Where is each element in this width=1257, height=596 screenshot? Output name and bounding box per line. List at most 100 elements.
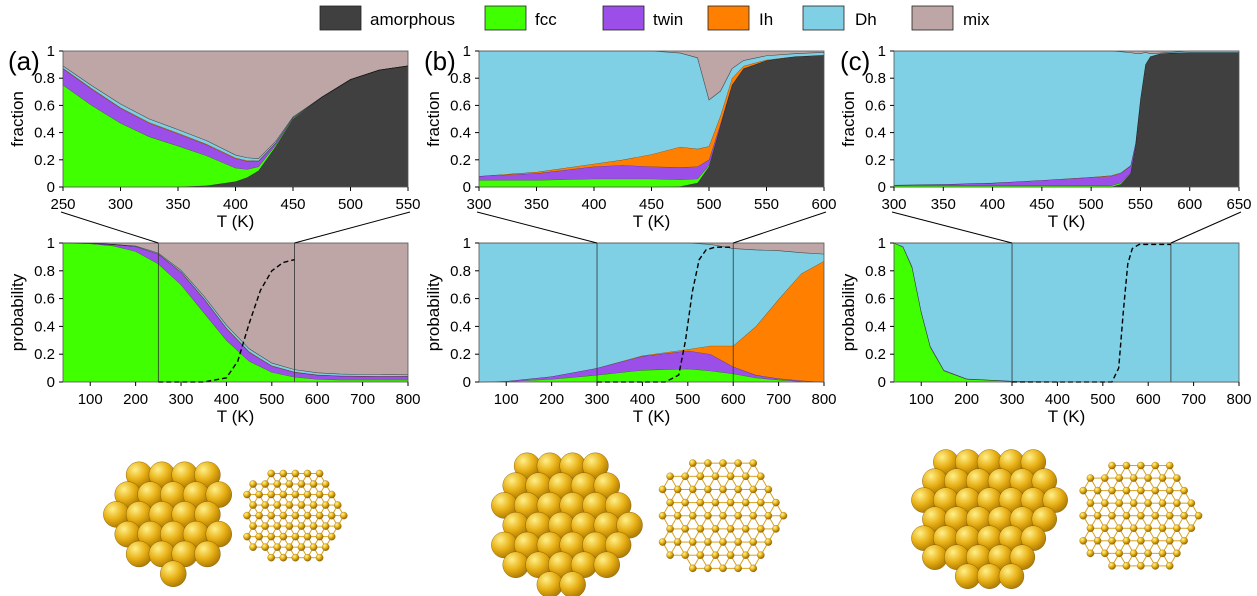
y-tick-label: 0.8 bbox=[450, 70, 471, 87]
chart-a-top: 0 0.2 0.4 0.6 0.8 1 250 300 350 400 450 500 550 T (K)… bbox=[8, 43, 421, 231]
y-tick-label: 0.6 bbox=[450, 291, 471, 308]
legend-swatch-amorphous bbox=[319, 5, 362, 31]
atom bbox=[1137, 461, 1145, 470]
atom bbox=[279, 553, 288, 562]
atom bbox=[1129, 499, 1138, 507]
atom bbox=[711, 472, 720, 481]
dashed-curve bbox=[158, 259, 295, 383]
atom bbox=[321, 522, 330, 530]
x-tick-label: 300 bbox=[585, 391, 610, 408]
nanoparticle-spacefill-b bbox=[491, 452, 643, 596]
atom bbox=[267, 490, 275, 499]
chart-b-bottom: 0 0.2 0.4 0.6 0.8 1 100 200 300 400 500 600 700 800 T … bbox=[424, 235, 837, 426]
atom bbox=[757, 525, 765, 533]
atom bbox=[267, 511, 275, 520]
atom bbox=[1108, 537, 1116, 545]
x-tick-label: 550 bbox=[754, 196, 779, 213]
atom bbox=[249, 522, 257, 530]
atom bbox=[1108, 511, 1116, 520]
atom bbox=[696, 498, 705, 507]
x-tick-label: 550 bbox=[395, 196, 420, 213]
x-tick-label: 300 bbox=[1000, 391, 1025, 408]
x-axis-label: T (K) bbox=[1048, 407, 1085, 426]
area-ih bbox=[479, 261, 824, 382]
x-axis-label: T (K) bbox=[633, 407, 670, 426]
atom bbox=[1009, 544, 1036, 570]
atom bbox=[673, 538, 682, 546]
atom bbox=[261, 480, 269, 488]
area-dh bbox=[479, 243, 824, 382]
atom bbox=[285, 522, 294, 530]
area-amorphous bbox=[894, 52, 1239, 187]
x-tick-label: 100 bbox=[494, 391, 519, 408]
atom bbox=[1151, 461, 1160, 470]
x-tick-label: 600 bbox=[1136, 391, 1161, 408]
atom bbox=[711, 551, 720, 559]
x-tick-label: 600 bbox=[721, 391, 746, 408]
atom bbox=[309, 501, 318, 509]
atom bbox=[1108, 486, 1116, 495]
atom bbox=[1115, 549, 1124, 558]
atom bbox=[273, 543, 282, 551]
y-tick-label: 0.8 bbox=[865, 70, 886, 87]
atom bbox=[719, 485, 727, 494]
atom bbox=[261, 522, 269, 530]
atom bbox=[267, 553, 275, 562]
legend-label: amorphous bbox=[370, 10, 455, 29]
atom bbox=[303, 490, 312, 499]
y-tick-label: 0.4 bbox=[34, 125, 55, 142]
legend-swatch-dh bbox=[802, 5, 845, 31]
legend-swatch-twin bbox=[602, 5, 645, 31]
atom bbox=[1101, 499, 1109, 507]
chart-c-bottom: 0 0.2 0.4 0.6 0.8 1 100 200 300 400 500 600 700 800 T … bbox=[839, 235, 1252, 426]
y-axis-label: probability bbox=[839, 273, 858, 351]
x-tick-label: 600 bbox=[1177, 196, 1202, 213]
x-tick-label: 200 bbox=[539, 391, 564, 408]
x-tick-label: 800 bbox=[811, 391, 836, 408]
atom bbox=[976, 563, 1003, 589]
atom bbox=[1144, 549, 1152, 558]
atom bbox=[696, 525, 705, 533]
atom bbox=[1079, 486, 1087, 495]
atom bbox=[333, 501, 342, 509]
y-tick-label: 0.4 bbox=[865, 125, 886, 142]
atom bbox=[243, 532, 251, 541]
x-tick-label: 400 bbox=[630, 391, 655, 408]
atom bbox=[1129, 524, 1138, 533]
atom bbox=[741, 525, 750, 533]
atom bbox=[285, 543, 294, 551]
atom bbox=[1173, 474, 1181, 482]
x-tick-label: 300 bbox=[466, 196, 491, 213]
x-tick-label: 800 bbox=[1226, 391, 1251, 408]
atom bbox=[1180, 537, 1188, 545]
atom bbox=[309, 480, 318, 488]
y-tick-label: 1 bbox=[878, 43, 886, 60]
y-tick-label: 0 bbox=[463, 374, 471, 391]
area-dh bbox=[63, 65, 408, 161]
y-tick-label: 0.4 bbox=[450, 125, 471, 142]
atom bbox=[1151, 537, 1160, 545]
atom bbox=[285, 480, 294, 488]
atom bbox=[1086, 549, 1095, 558]
x-tick-label: 100 bbox=[78, 391, 103, 408]
atom bbox=[1122, 537, 1131, 545]
zoom-connector bbox=[1170, 211, 1242, 244]
atom bbox=[291, 532, 300, 541]
atom bbox=[1122, 461, 1131, 470]
x-tick-label: 500 bbox=[259, 391, 284, 408]
y-tick-label: 1 bbox=[47, 43, 55, 60]
x-tick-label: 100 bbox=[909, 391, 934, 408]
x-tick-label: 500 bbox=[696, 196, 721, 213]
x-tick-label: 600 bbox=[305, 391, 330, 408]
atom bbox=[1093, 511, 1102, 520]
atom bbox=[681, 551, 689, 559]
atom bbox=[321, 501, 330, 509]
atom bbox=[279, 490, 288, 499]
atom bbox=[297, 522, 306, 530]
atom bbox=[340, 511, 348, 520]
zoom-connector bbox=[891, 211, 1013, 244]
atom bbox=[696, 472, 705, 481]
atom bbox=[255, 511, 263, 520]
x-tick-label: 500 bbox=[1079, 196, 1104, 213]
atom bbox=[291, 469, 300, 478]
